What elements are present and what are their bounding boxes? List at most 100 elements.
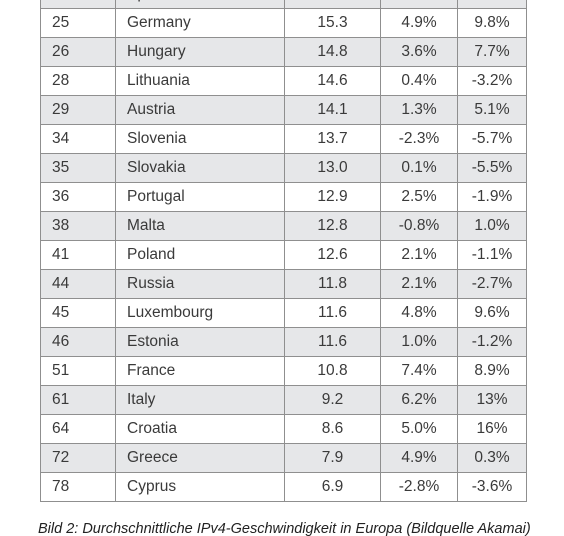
table-row: 64 Croatia 8.6 5.0% 16% [40, 414, 527, 444]
qoq-change-cell: 5.0% [380, 414, 458, 444]
qoq-change-cell: 0.1% [380, 153, 458, 183]
rank-cell: 25 [40, 8, 116, 38]
country-cell: Greece [115, 443, 285, 473]
yoy-change-cell: 7.7% [457, 37, 527, 67]
country-cell: Italy [115, 385, 285, 415]
rank-cell: 34 [40, 124, 116, 154]
avg-speed-cell: 13.0 [284, 153, 381, 183]
avg-speed-cell: 13.7 [284, 124, 381, 154]
avg-speed-cell: 14.6 [284, 66, 381, 96]
table-row: 24 Spain 15.5 0.5% 15% [40, 0, 527, 9]
qoq-change-cell: 0.5% [380, 0, 458, 9]
avg-speed-cell: 15.5 [284, 0, 381, 9]
avg-speed-cell: 14.1 [284, 95, 381, 125]
table-row: 25 Germany 15.3 4.9% 9.8% [40, 8, 527, 38]
yoy-change-cell: -5.5% [457, 153, 527, 183]
country-cell: Estonia [115, 327, 285, 357]
qoq-change-cell: 4.8% [380, 298, 458, 328]
yoy-change-cell: 13% [457, 385, 527, 415]
rank-cell: 61 [40, 385, 116, 415]
ipv4-speed-table: 24 Spain 15.5 0.5% 15% 25 Germany 15.3 4… [40, 0, 527, 502]
table-row: 46 Estonia 11.6 1.0% -1.2% [40, 327, 527, 357]
rank-cell: 28 [40, 66, 116, 96]
country-cell: Lithuania [115, 66, 285, 96]
rank-cell: 35 [40, 153, 116, 183]
yoy-change-cell: 9.8% [457, 8, 527, 38]
figure-caption: Bild 2: Durchschnittliche IPv4-Geschwind… [38, 521, 531, 536]
table-body: 24 Spain 15.5 0.5% 15% 25 Germany 15.3 4… [40, 0, 527, 502]
qoq-change-cell: 0.4% [380, 66, 458, 96]
yoy-change-cell: 15% [457, 0, 527, 9]
rank-cell: 44 [40, 269, 116, 299]
country-cell: Portugal [115, 182, 285, 212]
avg-speed-cell: 14.8 [284, 37, 381, 67]
rank-cell: 24 [40, 0, 116, 9]
country-cell: Luxembourg [115, 298, 285, 328]
country-cell: Slovakia [115, 153, 285, 183]
rank-cell: 46 [40, 327, 116, 357]
rank-cell: 38 [40, 211, 116, 241]
avg-speed-cell: 10.8 [284, 356, 381, 386]
yoy-change-cell: -5.7% [457, 124, 527, 154]
qoq-change-cell: 6.2% [380, 385, 458, 415]
qoq-change-cell: 3.6% [380, 37, 458, 67]
qoq-change-cell: -2.3% [380, 124, 458, 154]
rank-cell: 78 [40, 472, 116, 502]
yoy-change-cell: 9.6% [457, 298, 527, 328]
avg-speed-cell: 11.6 [284, 298, 381, 328]
country-cell: Russia [115, 269, 285, 299]
table-row: 36 Portugal 12.9 2.5% -1.9% [40, 182, 527, 212]
qoq-change-cell: 1.3% [380, 95, 458, 125]
country-cell: Austria [115, 95, 285, 125]
rank-cell: 51 [40, 356, 116, 386]
table-row: 38 Malta 12.8 -0.8% 1.0% [40, 211, 527, 241]
avg-speed-cell: 11.6 [284, 327, 381, 357]
rank-cell: 36 [40, 182, 116, 212]
qoq-change-cell: 2.1% [380, 240, 458, 270]
qoq-change-cell: -0.8% [380, 211, 458, 241]
rank-cell: 26 [40, 37, 116, 67]
rank-cell: 29 [40, 95, 116, 125]
yoy-change-cell: -2.7% [457, 269, 527, 299]
yoy-change-cell: -1.2% [457, 327, 527, 357]
table-row: 29 Austria 14.1 1.3% 5.1% [40, 95, 527, 125]
table-row: 35 Slovakia 13.0 0.1% -5.5% [40, 153, 527, 183]
table-row: 78 Cyprus 6.9 -2.8% -3.6% [40, 472, 527, 502]
country-cell: Malta [115, 211, 285, 241]
yoy-change-cell: -3.6% [457, 472, 527, 502]
table-row: 26 Hungary 14.8 3.6% 7.7% [40, 37, 527, 67]
yoy-change-cell: 16% [457, 414, 527, 444]
country-cell: Croatia [115, 414, 285, 444]
yoy-change-cell: 0.3% [457, 443, 527, 473]
avg-speed-cell: 11.8 [284, 269, 381, 299]
yoy-change-cell: 1.0% [457, 211, 527, 241]
table-row: 72 Greece 7.9 4.9% 0.3% [40, 443, 527, 473]
qoq-change-cell: 2.5% [380, 182, 458, 212]
yoy-change-cell: 8.9% [457, 356, 527, 386]
avg-speed-cell: 12.6 [284, 240, 381, 270]
country-cell: Cyprus [115, 472, 285, 502]
qoq-change-cell: 7.4% [380, 356, 458, 386]
qoq-change-cell: 1.0% [380, 327, 458, 357]
avg-speed-cell: 9.2 [284, 385, 381, 415]
yoy-change-cell: -1.9% [457, 182, 527, 212]
avg-speed-cell: 6.9 [284, 472, 381, 502]
avg-speed-cell: 8.6 [284, 414, 381, 444]
table-row: 34 Slovenia 13.7 -2.3% -5.7% [40, 124, 527, 154]
qoq-change-cell: 4.9% [380, 8, 458, 38]
rank-cell: 41 [40, 240, 116, 270]
qoq-change-cell: 2.1% [380, 269, 458, 299]
yoy-change-cell: -1.1% [457, 240, 527, 270]
qoq-change-cell: 4.9% [380, 443, 458, 473]
country-cell: Germany [115, 8, 285, 38]
yoy-change-cell: -3.2% [457, 66, 527, 96]
table-row: 41 Poland 12.6 2.1% -1.1% [40, 240, 527, 270]
country-cell: France [115, 356, 285, 386]
country-cell: Slovenia [115, 124, 285, 154]
table-row: 51 France 10.8 7.4% 8.9% [40, 356, 527, 386]
table-row: 28 Lithuania 14.6 0.4% -3.2% [40, 66, 527, 96]
avg-speed-cell: 12.8 [284, 211, 381, 241]
country-cell: Poland [115, 240, 285, 270]
avg-speed-cell: 12.9 [284, 182, 381, 212]
